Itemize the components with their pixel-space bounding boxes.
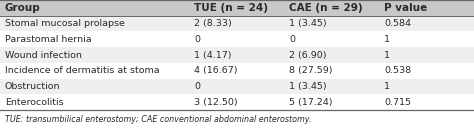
Text: Wound infection: Wound infection bbox=[5, 51, 82, 60]
Text: Group: Group bbox=[5, 3, 40, 13]
Text: Stomal mucosal prolapse: Stomal mucosal prolapse bbox=[5, 19, 125, 28]
Bar bbox=[0, 31, 474, 47]
Text: 4 (16.67): 4 (16.67) bbox=[194, 66, 238, 75]
Text: 1: 1 bbox=[384, 82, 390, 91]
Text: Enterocolitis: Enterocolitis bbox=[5, 98, 64, 107]
Text: 0: 0 bbox=[194, 82, 201, 91]
Text: 8 (27.59): 8 (27.59) bbox=[289, 66, 333, 75]
Text: TUE: transumbilical enterostomy; CAE conventional abdominal enterostomy.: TUE: transumbilical enterostomy; CAE con… bbox=[5, 115, 311, 124]
Text: 1 (3.45): 1 (3.45) bbox=[289, 82, 327, 91]
Bar bbox=[0, 94, 474, 110]
Text: 1 (3.45): 1 (3.45) bbox=[289, 19, 327, 28]
Bar bbox=[0, 16, 474, 31]
Text: 1 (4.17): 1 (4.17) bbox=[194, 51, 232, 60]
Text: Parastomal hernia: Parastomal hernia bbox=[5, 35, 91, 44]
Text: 0: 0 bbox=[289, 35, 295, 44]
Text: 0: 0 bbox=[194, 35, 201, 44]
Text: 1: 1 bbox=[384, 51, 390, 60]
Text: 0.538: 0.538 bbox=[384, 66, 411, 75]
Text: Incidence of dermatitis at stoma: Incidence of dermatitis at stoma bbox=[5, 66, 159, 75]
Text: 2 (6.90): 2 (6.90) bbox=[289, 51, 327, 60]
Bar bbox=[0, 47, 474, 63]
Text: 3 (12.50): 3 (12.50) bbox=[194, 98, 238, 107]
Text: P value: P value bbox=[384, 3, 427, 13]
Bar bbox=[0, 0, 474, 16]
Bar bbox=[0, 79, 474, 94]
Text: Obstruction: Obstruction bbox=[5, 82, 60, 91]
Text: 0.715: 0.715 bbox=[384, 98, 411, 107]
Text: 0.584: 0.584 bbox=[384, 19, 411, 28]
Text: TUE (n = 24): TUE (n = 24) bbox=[194, 3, 268, 13]
Text: 5 (17.24): 5 (17.24) bbox=[289, 98, 333, 107]
Text: 1: 1 bbox=[384, 35, 390, 44]
Text: CAE (n = 29): CAE (n = 29) bbox=[289, 3, 363, 13]
Bar bbox=[0, 63, 474, 79]
Text: 2 (8.33): 2 (8.33) bbox=[194, 19, 232, 28]
